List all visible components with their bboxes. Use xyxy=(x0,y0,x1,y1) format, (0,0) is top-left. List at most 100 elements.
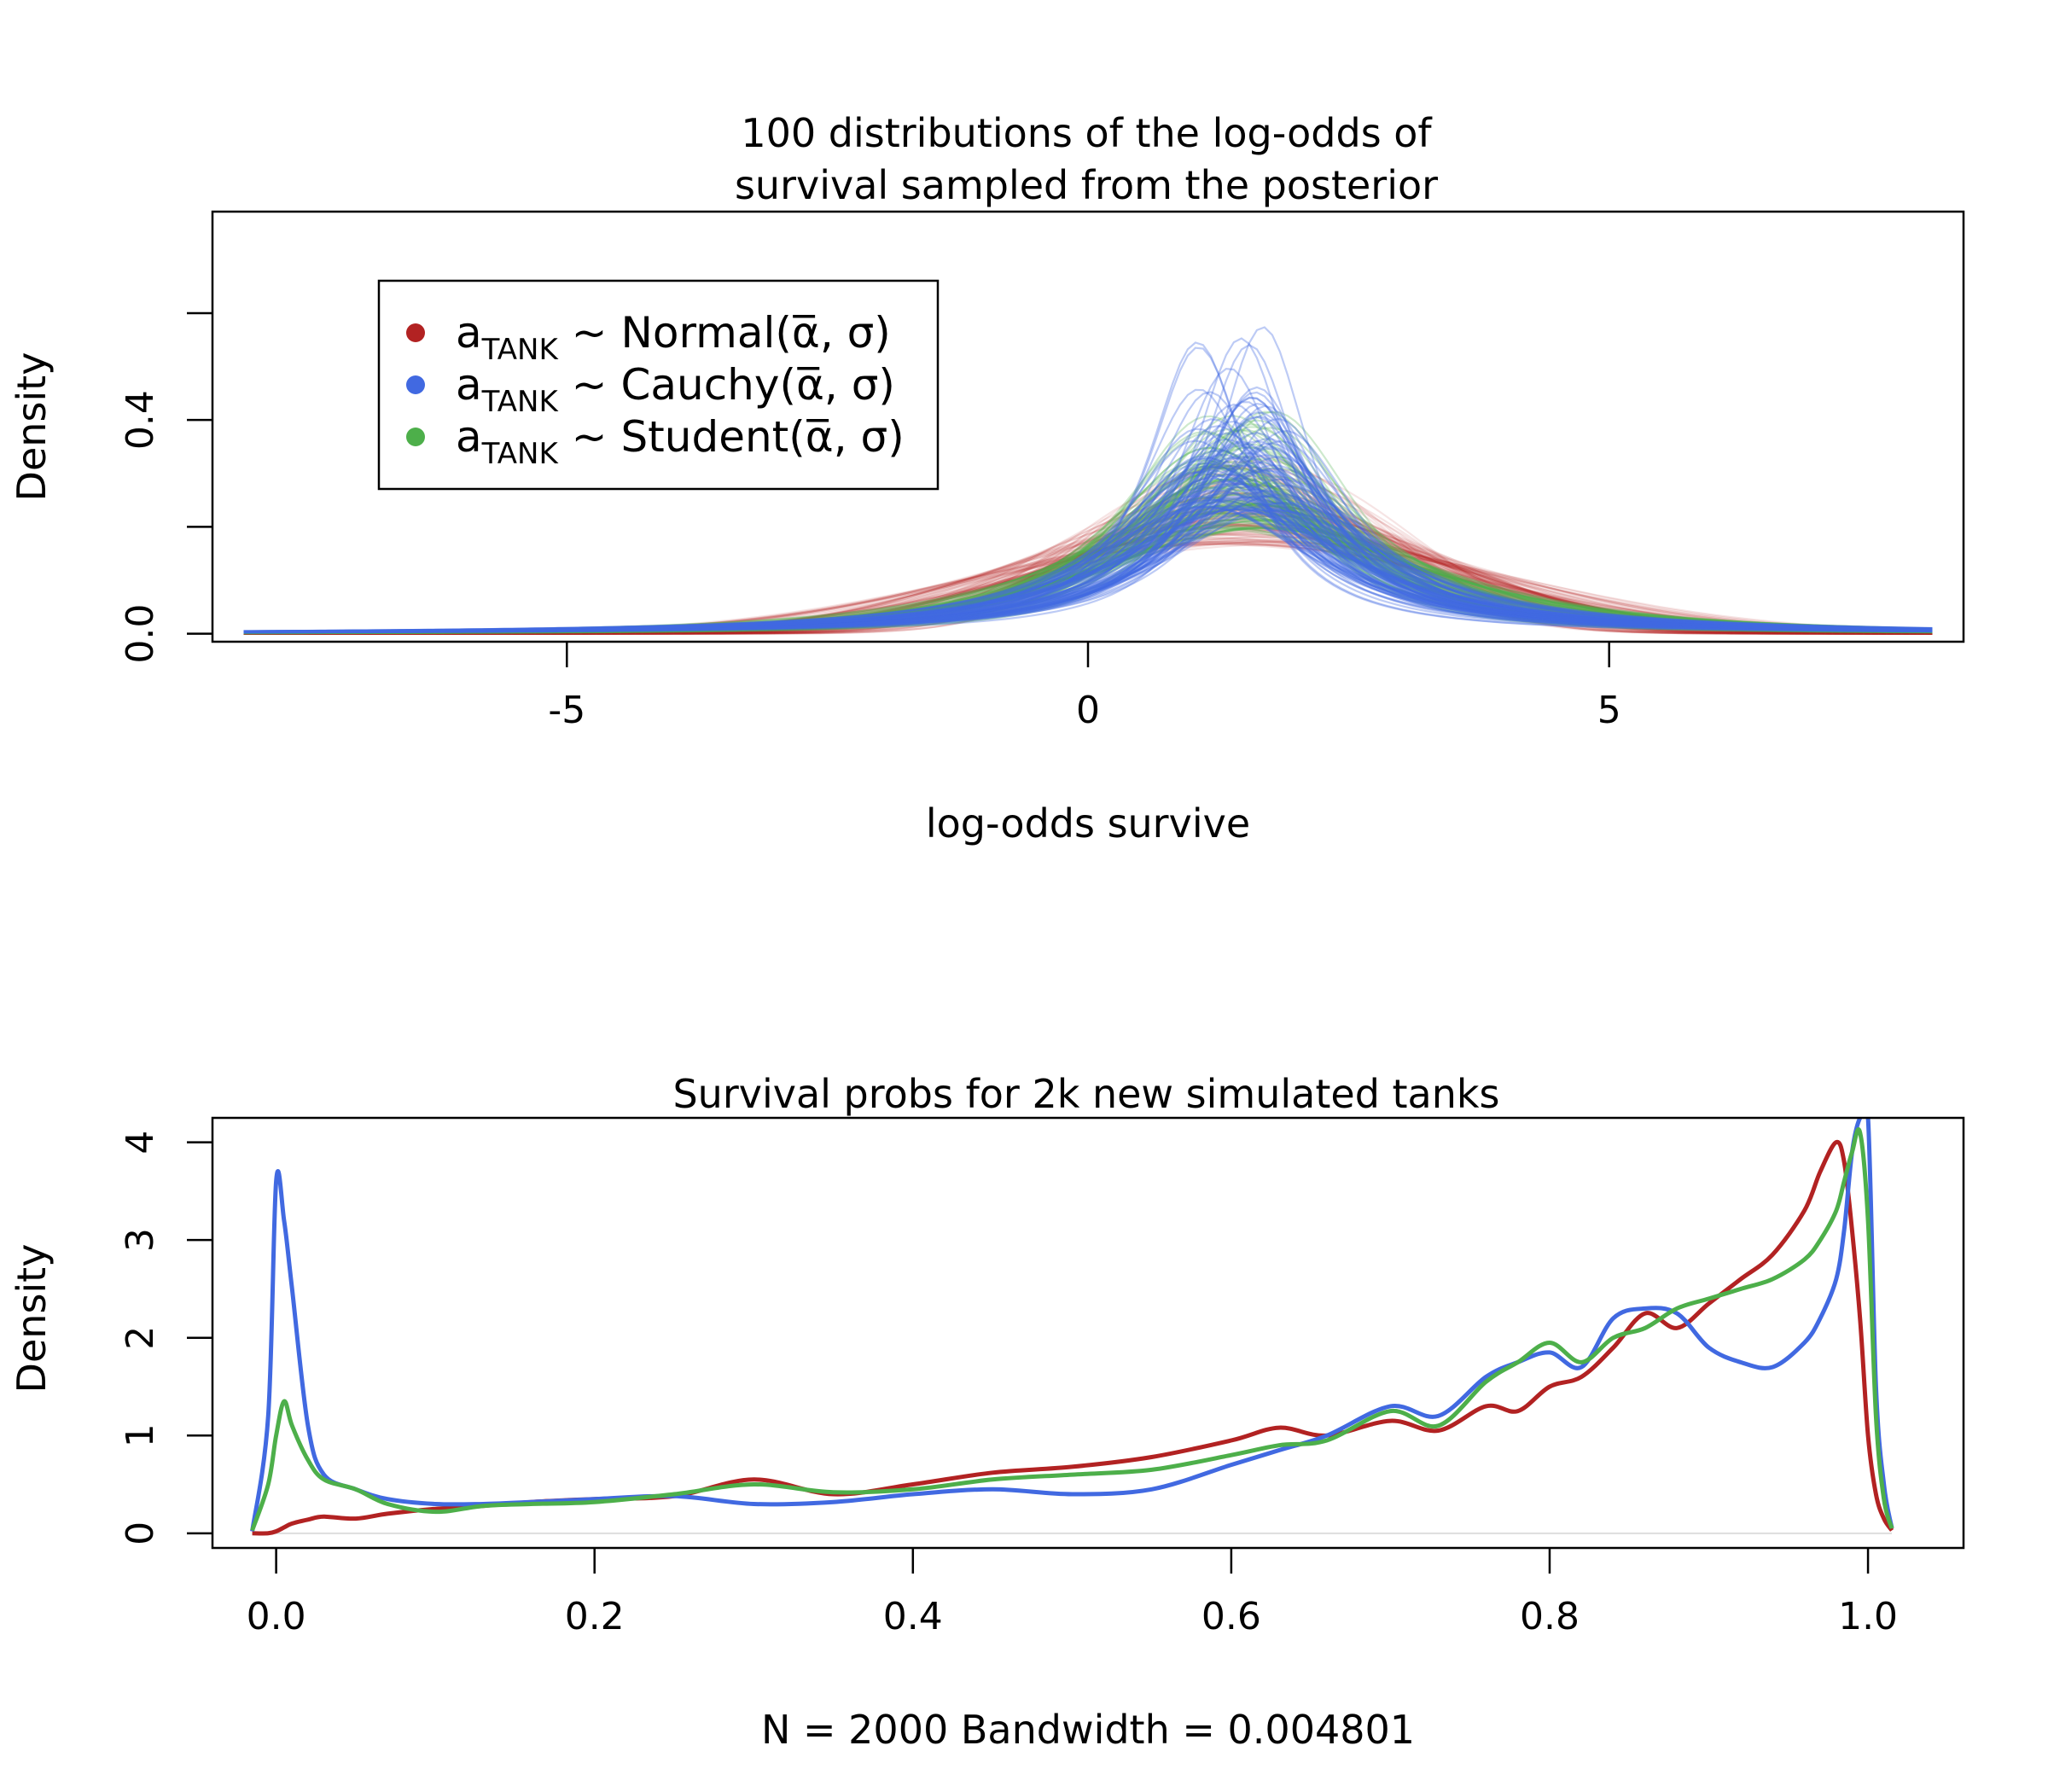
top-series-student-line xyxy=(243,486,1933,634)
bottom-y-tick-label: 4 xyxy=(119,1131,162,1155)
top-series-student-line xyxy=(243,510,1933,633)
top-series-normal-line xyxy=(243,527,1933,635)
bottom-x-axis-label: N = 2000 Bandwidth = 0.004801 xyxy=(761,1707,1415,1753)
top-series-normal-line xyxy=(243,464,1933,635)
top-series-student-line xyxy=(243,482,1933,634)
top-series-normal-line xyxy=(243,540,1933,635)
top-series-normal-line xyxy=(243,509,1933,635)
top-series-student-line xyxy=(243,526,1933,633)
top-series-cauchy-line xyxy=(243,432,1933,633)
top-series-normal-line xyxy=(243,474,1933,635)
top-series-normal-line xyxy=(243,515,1933,635)
top-series-cauchy-line xyxy=(243,509,1933,632)
top-series-student-line xyxy=(243,429,1933,635)
top-series-student-line xyxy=(243,487,1933,634)
top-series-student-line xyxy=(243,527,1933,633)
top-series-student-line xyxy=(243,497,1933,634)
top-series-normal-line xyxy=(243,533,1933,635)
top-series-normal-line xyxy=(243,518,1933,635)
top-series-student-line xyxy=(243,446,1933,634)
top-series-student-line xyxy=(243,518,1933,633)
top-series-student-line xyxy=(243,503,1933,634)
top-series-student-line xyxy=(243,433,1933,634)
top-series-student-line xyxy=(243,527,1933,633)
top-series-normal-line xyxy=(243,540,1933,635)
top-series-student-line xyxy=(243,512,1933,633)
bottom-x-tick-label: 0.8 xyxy=(1520,1595,1580,1638)
top-series-cauchy-line xyxy=(243,420,1933,633)
top-series-cauchy-line xyxy=(243,505,1933,632)
top-series-cauchy-line xyxy=(243,418,1933,633)
top-series-normal-line xyxy=(243,493,1933,635)
top-series-student-line xyxy=(243,459,1933,634)
top-series-cauchy-line xyxy=(243,341,1933,634)
top-series-normal-line xyxy=(243,544,1933,635)
top-series-cauchy-line xyxy=(243,397,1933,634)
top-series-student-line xyxy=(243,515,1933,634)
top-series-student-line xyxy=(243,506,1933,634)
top-series-normal-line xyxy=(243,518,1933,635)
top-series-student-line xyxy=(243,526,1933,633)
top-series-student-line xyxy=(243,467,1933,634)
top-series-student-line xyxy=(243,473,1933,634)
top-series-student-line xyxy=(243,468,1933,634)
top-series-normal-line xyxy=(243,537,1933,635)
bottom-y-tick-label: 1 xyxy=(119,1423,162,1447)
top-series-student-line xyxy=(243,527,1933,633)
top-series-student-line xyxy=(243,519,1933,633)
bottom-x-axis: 0.0 0.2 0.4 0.6 0.8 1.0 xyxy=(247,1548,1898,1638)
top-series-student-line xyxy=(243,463,1933,634)
top-series-normal-line xyxy=(243,473,1933,635)
bottom-x-tick-label: 0.0 xyxy=(247,1595,306,1638)
top-x-tick-label: -5 xyxy=(548,689,585,732)
top-series-student-line xyxy=(243,450,1933,634)
bottom-y-tick-label: 2 xyxy=(119,1326,162,1350)
top-series-student-line xyxy=(243,522,1933,633)
top-series-cauchy-line xyxy=(243,438,1933,633)
top-series-normal-line xyxy=(243,467,1933,635)
top-series-student-line xyxy=(243,512,1933,633)
top-series-normal-line xyxy=(243,528,1933,635)
top-series-cauchy-line xyxy=(243,482,1933,633)
top-series-normal-line xyxy=(243,541,1933,635)
top-series-student-line xyxy=(243,423,1933,635)
top-series-normal-line xyxy=(243,503,1933,635)
top-series-cauchy-line xyxy=(243,505,1933,632)
top-y-tick-label: 0.4 xyxy=(119,390,162,450)
bottom-plot-box xyxy=(211,1116,1965,1550)
top-series-cauchy-line xyxy=(243,440,1933,633)
top-series-student-line xyxy=(243,446,1933,634)
top-series-normal-line xyxy=(243,543,1933,635)
top-series-cauchy-line xyxy=(243,445,1933,633)
legend-box xyxy=(377,279,940,491)
top-series-normal-line xyxy=(243,514,1933,635)
top-series-cauchy-line xyxy=(243,391,1933,634)
legend-label-student: aTANK ~ Student(α̅, σ) xyxy=(456,412,905,471)
top-series-normal-line xyxy=(243,523,1933,635)
top-series-normal-line xyxy=(243,536,1933,635)
top-series-student-line xyxy=(243,499,1933,634)
top-series-normal-line xyxy=(243,540,1933,635)
top-series-student-line xyxy=(243,517,1933,633)
top-series-normal-line xyxy=(243,511,1933,635)
top-series-normal-line xyxy=(243,523,1933,635)
bottom-curves xyxy=(250,1118,1894,1536)
top-series-normal-line xyxy=(243,519,1933,635)
top-series-student-line xyxy=(243,501,1933,634)
top-series-student-line xyxy=(243,520,1933,633)
top-series-normal-line xyxy=(243,509,1933,635)
top-series-cauchy-line xyxy=(243,451,1933,633)
top-series-student-line xyxy=(243,460,1933,634)
top-series-cauchy-line xyxy=(243,462,1933,633)
top-series-student-line xyxy=(243,430,1933,634)
top-series-cauchy-line xyxy=(243,337,1933,634)
top-series-normal-line xyxy=(243,490,1933,635)
top-series-student-line xyxy=(243,521,1933,633)
top-series-student-line xyxy=(243,479,1933,634)
top-series-cauchy-line xyxy=(243,468,1933,633)
top-series-normal-line xyxy=(243,459,1933,635)
top-y-tick-label: 0.0 xyxy=(119,604,162,664)
top-series-normal-line xyxy=(243,492,1933,635)
top-series-normal-line xyxy=(243,522,1933,635)
top-series-student-line xyxy=(243,502,1933,634)
